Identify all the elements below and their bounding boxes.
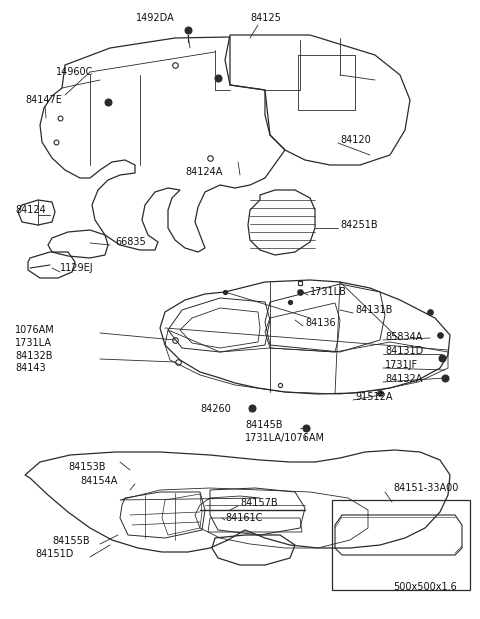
Text: 84125: 84125 (250, 13, 281, 23)
Text: 1492DA: 1492DA (136, 13, 175, 23)
Text: 84124: 84124 (15, 205, 46, 215)
Text: 85834A: 85834A (385, 332, 422, 342)
Text: 1731JF: 1731JF (385, 360, 418, 370)
Text: 84131D: 84131D (385, 346, 423, 356)
Text: 84260: 84260 (200, 404, 231, 414)
Text: 84132A: 84132A (385, 374, 422, 384)
Text: 84120: 84120 (340, 135, 371, 145)
Text: 1076AM: 1076AM (15, 325, 55, 335)
Text: 84145B: 84145B (245, 420, 283, 430)
Text: 1731LB: 1731LB (310, 287, 347, 297)
Text: 84136: 84136 (305, 318, 336, 328)
Text: 84131B: 84131B (355, 305, 392, 315)
Text: 84154A: 84154A (80, 476, 118, 486)
Text: 1129EJ: 1129EJ (60, 263, 94, 273)
Text: 84161C: 84161C (225, 513, 263, 523)
Text: 84151D: 84151D (35, 549, 73, 559)
Text: 84251B: 84251B (340, 220, 378, 230)
Text: 1731LA/1076AM: 1731LA/1076AM (245, 433, 325, 443)
Text: 84124A: 84124A (185, 167, 222, 177)
Text: 84147E: 84147E (25, 95, 62, 105)
Text: 84143: 84143 (15, 363, 46, 373)
Text: 91512A: 91512A (355, 392, 393, 402)
Text: 84132B: 84132B (15, 351, 52, 361)
Text: 84155B: 84155B (52, 536, 90, 546)
Text: 84151-33A00: 84151-33A00 (393, 483, 458, 493)
Text: 1731LA: 1731LA (15, 338, 52, 348)
Bar (332, 500, 470, 590)
Text: 14960C: 14960C (56, 67, 94, 77)
Text: 84157B: 84157B (240, 498, 277, 508)
Text: 84153B: 84153B (68, 462, 106, 472)
Text: 66835: 66835 (115, 237, 146, 247)
Text: 500x500x1.6: 500x500x1.6 (393, 582, 457, 592)
